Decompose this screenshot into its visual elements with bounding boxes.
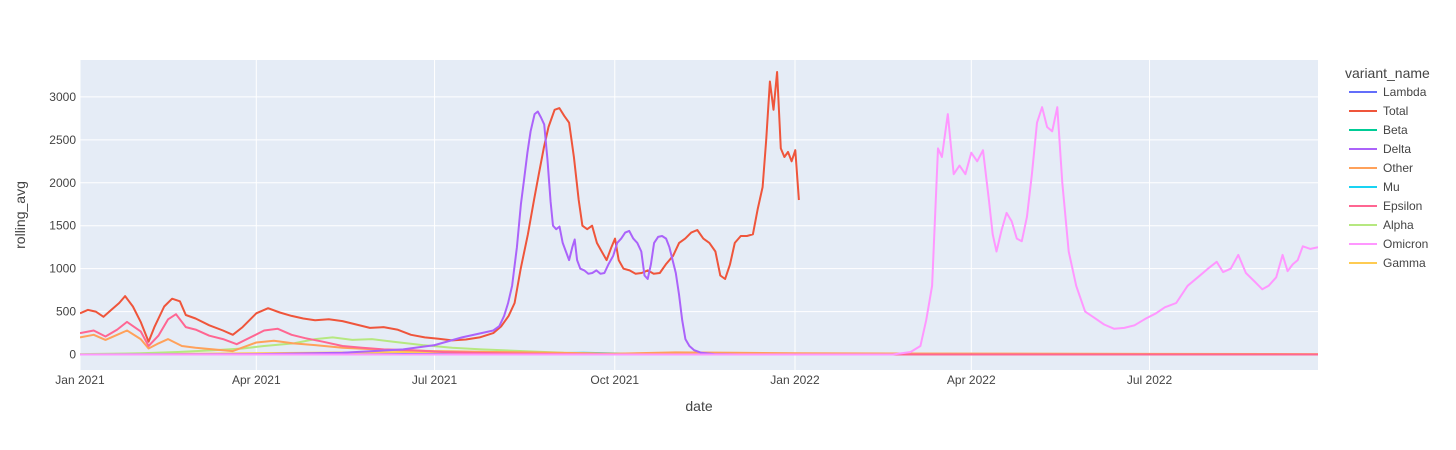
x-tick-label: Apr 2022: [947, 373, 996, 387]
legend-label-epsilon: Epsilon: [1383, 199, 1422, 213]
x-tick-label: Jul 2022: [1127, 373, 1173, 387]
x-axis-title: date: [685, 398, 712, 414]
legend-label-alpha: Alpha: [1383, 218, 1414, 232]
legend-label-beta: Beta: [1383, 123, 1408, 137]
series-line-delta: [80, 110, 833, 356]
series-line-total: [80, 71, 800, 343]
legend-label-total: Total: [1383, 104, 1408, 118]
y-tick-label: 0: [69, 348, 76, 362]
y-tick-label: 500: [56, 305, 76, 319]
legend-title: variant_name: [1345, 65, 1430, 81]
y-tick-label: 1500: [49, 219, 76, 233]
y-tick-label: 2500: [49, 133, 76, 147]
series-line-epsilon: [80, 313, 1318, 356]
plot-area: [80, 60, 1318, 370]
legend: Lambda Total Beta Delta Other Mu Epsilon Alpha O…: [1349, 85, 1428, 270]
axis-ticks: Jan 2021 Apr 2021 Jul 2021 Oct 2021 Jan 2022…: [49, 90, 1172, 387]
y-tick-label: 2000: [49, 176, 76, 190]
y-axis-title: rolling_avg: [12, 181, 28, 249]
y-tick-label: 3000: [49, 90, 76, 104]
y-tick-label: 1000: [49, 262, 76, 276]
x-tick-label: Apr 2021: [232, 373, 281, 387]
legend-label-lambda: Lambda: [1383, 85, 1427, 99]
legend-label-gamma: Gamma: [1383, 256, 1426, 270]
legend-label-omicron: Omicron: [1383, 237, 1428, 251]
x-tick-label: Jul 2021: [412, 373, 458, 387]
x-tick-label: Jan 2021: [55, 373, 105, 387]
x-tick-label: Oct 2021: [590, 373, 639, 387]
series-lines: [80, 71, 1318, 356]
grid: [79, 60, 1318, 370]
legend-label-other: Other: [1383, 161, 1413, 175]
legend-label-delta: Delta: [1383, 142, 1411, 156]
series-line-other: [80, 329, 1318, 356]
x-tick-label: Jan 2022: [770, 373, 820, 387]
series-line-omicron: [80, 106, 1318, 356]
legend-label-mu: Mu: [1383, 180, 1400, 194]
